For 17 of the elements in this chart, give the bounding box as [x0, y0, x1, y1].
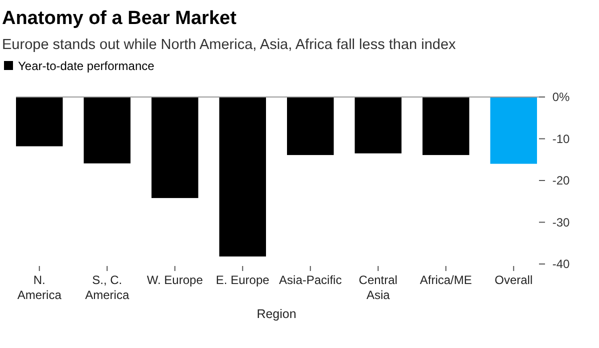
- x-tick-label: S., C. America: [85, 273, 130, 302]
- y-tick-label: 0%: [552, 90, 570, 104]
- chart-subtitle: Europe stands out while North America, Asia, Africa fall less than index: [2, 37, 457, 53]
- x-axis-title: Region: [256, 307, 296, 321]
- x-tick-label: Africa/ME: [420, 273, 472, 287]
- chart-title: Anatomy of a Bear Market: [2, 8, 238, 29]
- x-tick-label: Asia-Pacific: [279, 273, 342, 287]
- legend-label: Year-to-date performance: [18, 59, 155, 73]
- y-tick-label: -40: [552, 257, 570, 272]
- x-tick-label: N. America: [17, 273, 62, 302]
- x-tick-label: Central Asia: [358, 273, 398, 302]
- y-tick-label: -20: [552, 174, 570, 188]
- y-tick-label: -30: [552, 215, 570, 230]
- x-tick-label: E. Europe: [216, 273, 270, 287]
- x-tick-label: Overall: [494, 273, 533, 287]
- y-tick-label: -10: [552, 132, 570, 146]
- x-tick-label: W. Europe: [146, 273, 204, 287]
